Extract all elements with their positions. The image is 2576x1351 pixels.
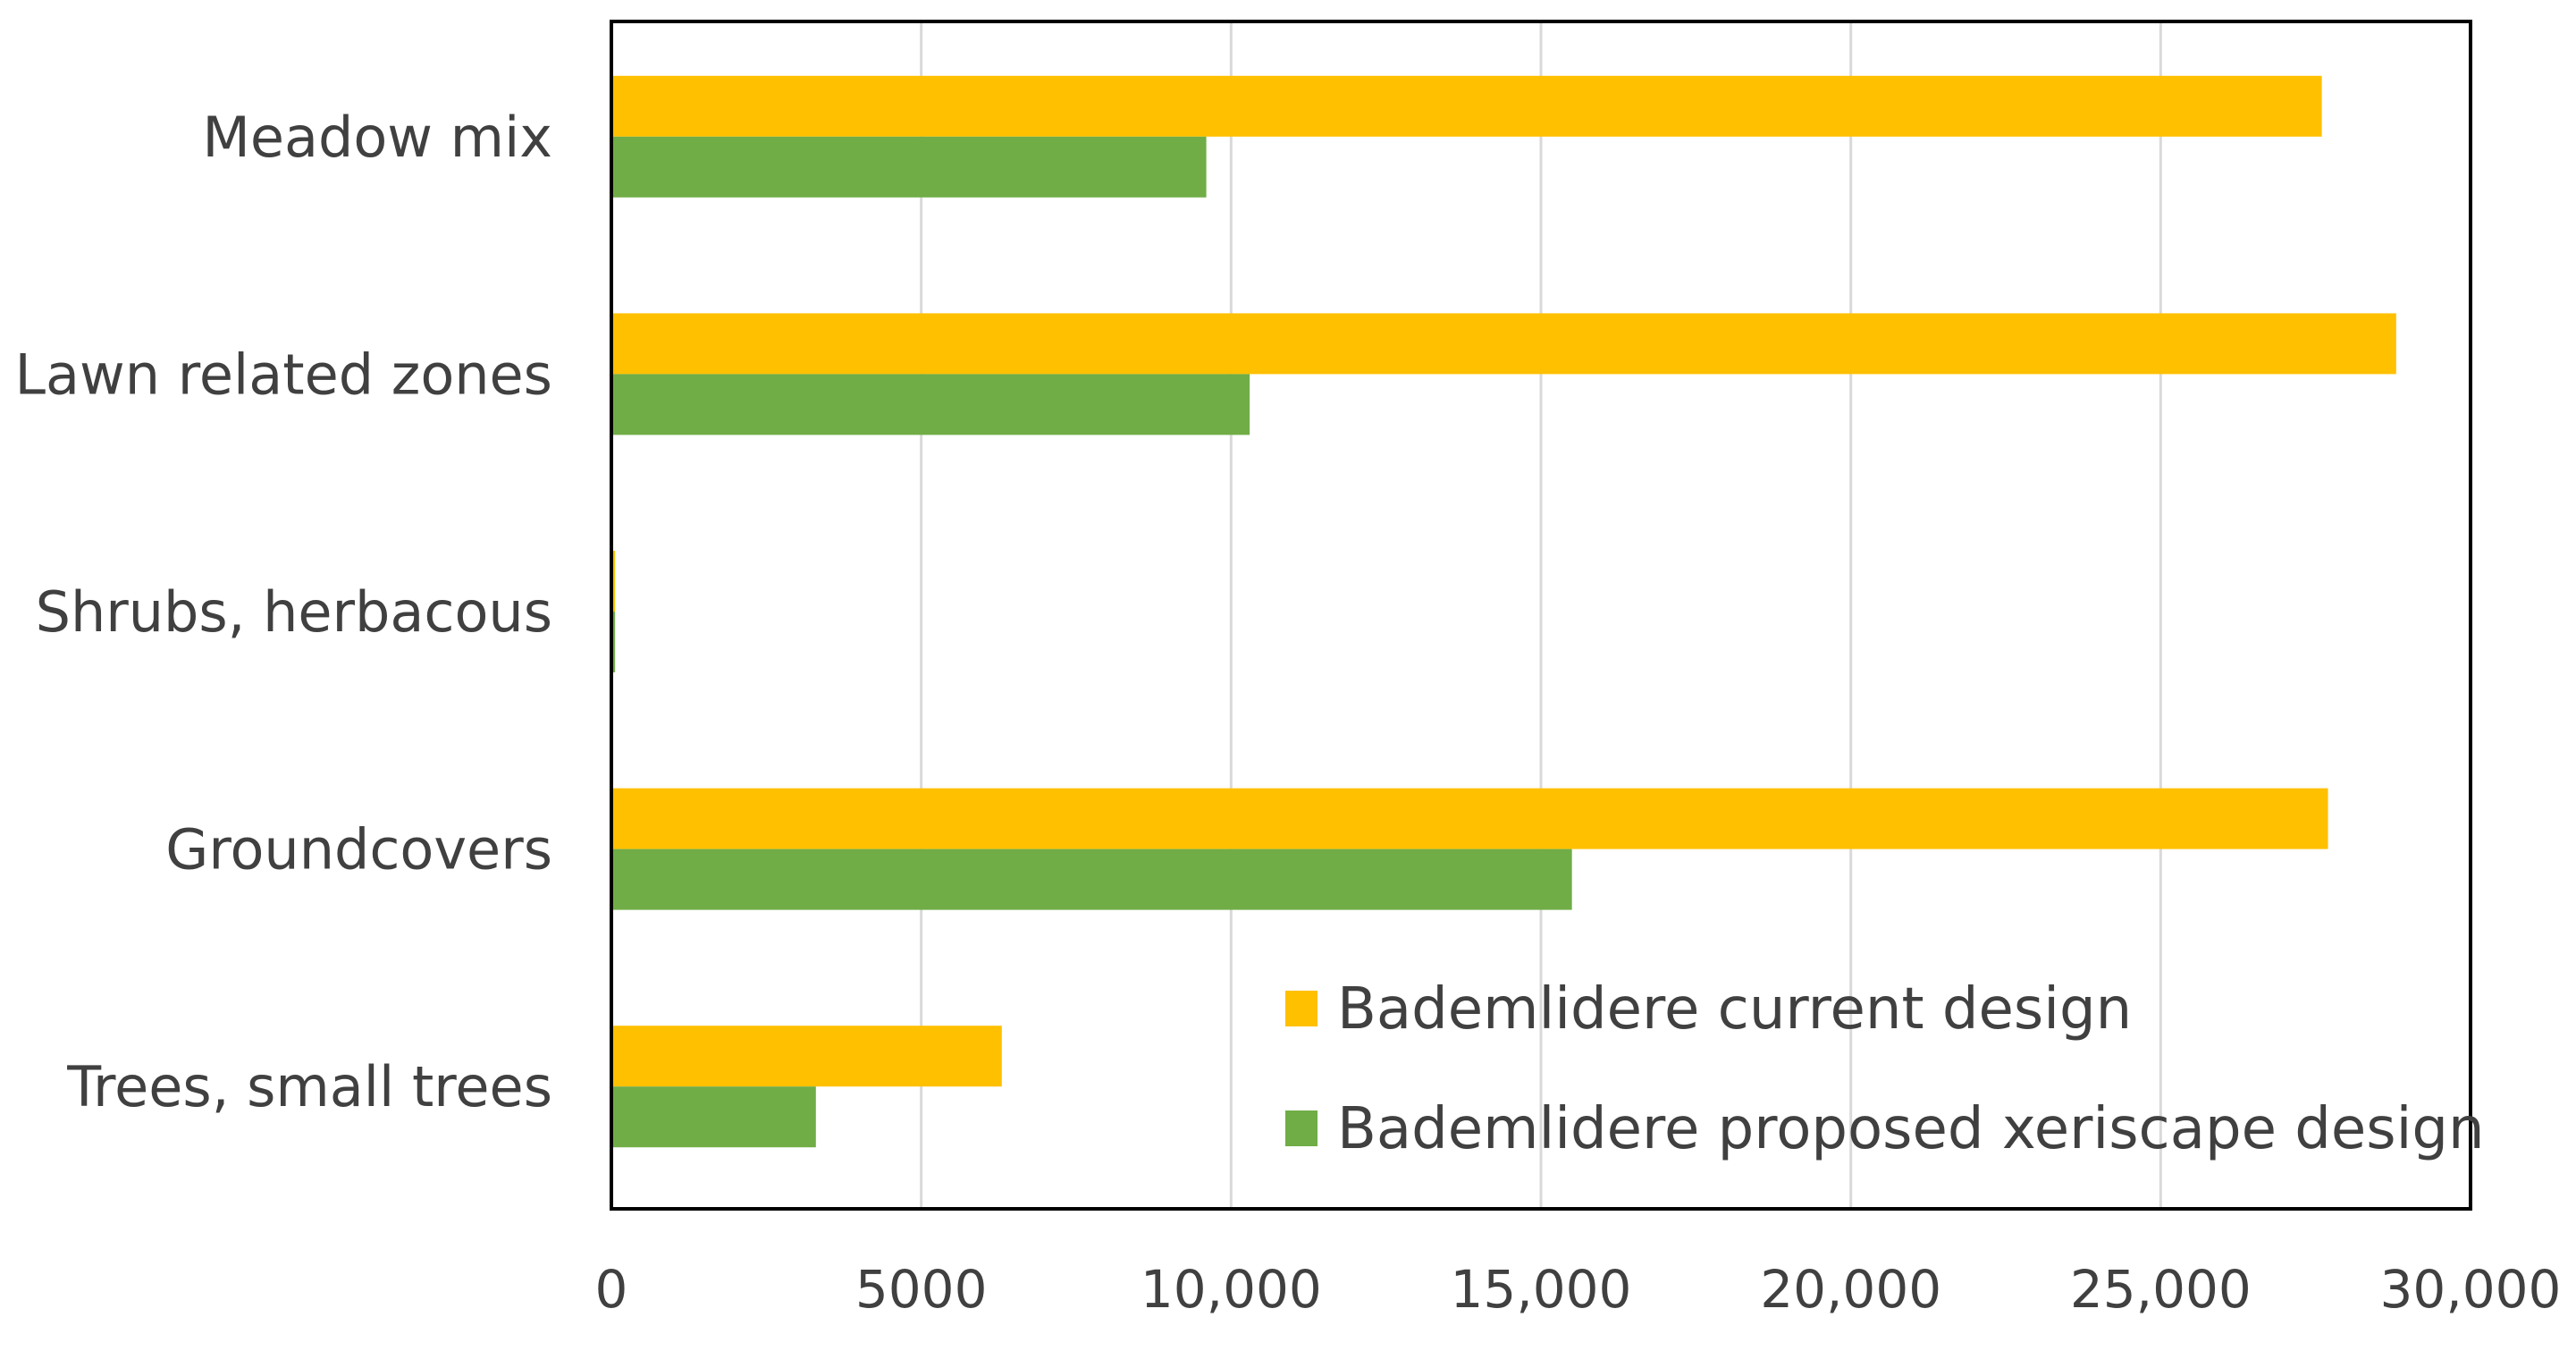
bar-proposed-1 <box>611 374 1250 435</box>
bar-current-0 <box>611 75 2322 137</box>
legend: Bademlidere current design Bademlidere pr… <box>1285 976 2485 1162</box>
category-label: Lawn related zones <box>15 342 552 407</box>
x-tick-label: 0 <box>595 1259 628 1320</box>
bar-current-3 <box>611 788 2328 849</box>
x-axis: 0 5000 10,000 15,000 20,000 25,000 30,000 <box>595 1259 2562 1320</box>
category-label: Shrubs, herbacous <box>36 579 552 645</box>
bar-proposed-4 <box>611 1086 816 1148</box>
legend-label: Bademlidere current design <box>1337 976 2132 1043</box>
x-tick-label: 5000 <box>855 1259 988 1320</box>
bar-proposed-0 <box>611 136 1207 198</box>
x-tick-label: 15,000 <box>1451 1259 1632 1320</box>
legend-label: Bademlidere proposed xeriscape design <box>1337 1096 2485 1162</box>
bar-current-2 <box>611 551 616 612</box>
category-label: Meadow mix <box>202 105 552 170</box>
gridlines <box>920 21 2162 1209</box>
legend-swatch <box>1285 1110 1317 1146</box>
bar-current-1 <box>611 313 2396 375</box>
x-tick-label: 20,000 <box>1760 1259 1941 1320</box>
x-tick-label: 30,000 <box>2380 1259 2562 1320</box>
legend-swatch <box>1285 991 1317 1026</box>
x-tick-label: 25,000 <box>2070 1259 2252 1320</box>
category-label: Groundcovers <box>165 817 552 882</box>
plot-area-frame <box>610 20 2472 1211</box>
y-axis: Meadow mix Lawn related zones Shrubs, herb… <box>15 105 552 1119</box>
category-label: Trees, small trees <box>66 1054 552 1119</box>
bar-current-4 <box>611 1026 1002 1087</box>
x-tick-label: 10,000 <box>1141 1259 1322 1320</box>
bars <box>611 75 2396 1148</box>
bar-proposed-2 <box>611 612 616 672</box>
bar-proposed-3 <box>611 849 1572 910</box>
